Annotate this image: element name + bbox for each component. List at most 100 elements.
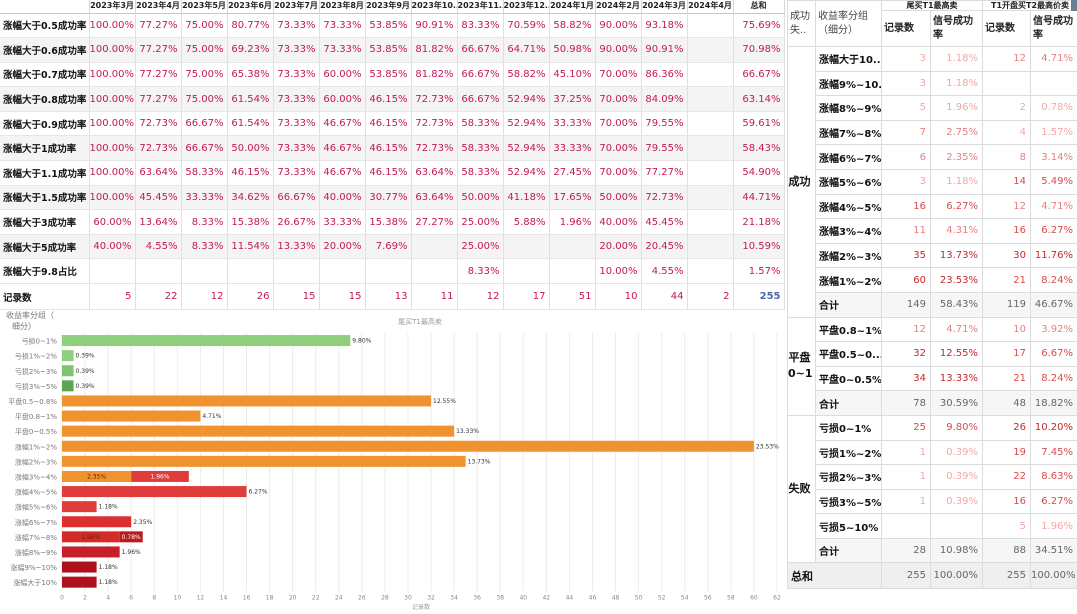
subtotal-count: 78	[881, 390, 931, 416]
bar[interactable]	[62, 531, 120, 543]
rate-cell: 63.64%	[135, 160, 182, 186]
col-header-result: 成功失..	[787, 0, 816, 47]
subtotal-rate: 18.82%	[1029, 390, 1077, 416]
bar[interactable]	[62, 410, 201, 422]
bar[interactable]	[62, 501, 97, 513]
table-row: 涨幅大于0.8成功率 100.00% 77.27% 75.00% 61.54% 73.33…	[0, 86, 785, 112]
rate-cell: 100.00%	[89, 160, 136, 186]
x-tick-label: 26	[358, 595, 366, 602]
column-header-month: 2023年11..	[457, 0, 504, 14]
x-tick-label: 52	[658, 595, 666, 602]
rate-cell: 33.33%	[181, 185, 228, 211]
table-row: 成功 涨幅大于10.. 3 1.18% 12 4.71%	[787, 46, 1077, 318]
rate-cell: 25.00%	[457, 209, 504, 235]
rate-cell: 12.55%	[930, 341, 983, 367]
table-row: 涨幅1%~2% 60 23.53% 21 8.24%	[788, 267, 1077, 293]
rate-cell: 58.82%	[549, 13, 596, 39]
x-tick-label: 54	[681, 595, 689, 602]
row-total-cell: 59.61%	[733, 111, 785, 137]
monthly-success-rate-table: 2023年3月 2023年4月 2023年5月 2023年6月 2023年7月 2023年…	[0, 0, 785, 311]
rate-cell: 81.82%	[411, 37, 458, 63]
rate-cell: 1.96%	[930, 95, 983, 121]
row-label: 涨幅大于1.1成功率	[0, 160, 90, 186]
bar[interactable]	[62, 516, 132, 528]
rate-cell: 50.00%	[457, 185, 504, 211]
rate-cell	[687, 111, 734, 137]
column-header-month: 2024年4月	[687, 0, 734, 14]
bar-data-label: 2.35%	[87, 473, 106, 480]
x-tick-label: 56	[704, 595, 712, 602]
bar[interactable]	[62, 486, 247, 498]
count-cell	[881, 513, 931, 539]
count-cell: 12	[881, 316, 931, 343]
rate-cell: 61.54%	[227, 86, 274, 112]
group-label: 成功	[787, 46, 816, 318]
rate-cell: 7.45%	[1029, 439, 1077, 466]
bar[interactable]	[62, 380, 74, 392]
rate-cell: 3.14%	[1029, 144, 1077, 170]
bar[interactable]	[62, 576, 97, 588]
return-group-label: 涨幅8%~9%	[815, 95, 882, 121]
rate-cell: 46.15%	[365, 135, 412, 162]
rate-cell: 11.54%	[227, 234, 274, 260]
bar[interactable]	[119, 531, 143, 543]
return-group-label: 涨幅1%~2%	[815, 267, 882, 293]
bar[interactable]	[62, 395, 432, 407]
count-cell: 44	[641, 283, 688, 311]
subtotal-count: 149	[881, 291, 931, 318]
scroll-indicator[interactable]	[1071, 0, 1077, 11]
x-tick-label: 50	[635, 595, 643, 602]
rate-cell: 58.82%	[503, 62, 550, 88]
row-total-cell: 1.57%	[733, 258, 785, 285]
rate-cell: 27.27%	[411, 209, 458, 235]
bar[interactable]	[62, 546, 120, 558]
bar[interactable]	[62, 365, 74, 377]
x-tick-label: 20	[289, 595, 297, 602]
bar[interactable]	[62, 425, 455, 437]
table-row: 涨幅大于0.7成功率 100.00% 77.27% 75.00% 65.38% 73.33…	[0, 62, 785, 88]
subtotal-label: 合计	[815, 537, 882, 564]
bar-chart-panel: 收益率分组（ 细分） 尾买T1最高卖 亏损0~1% 9.80% 亏损1%~2% 0.3…	[0, 308, 784, 614]
table-row: 亏损5~10% 5 1.96%	[788, 513, 1077, 539]
bar[interactable]	[62, 561, 97, 573]
return-group-label: 亏损0~1%	[815, 414, 882, 441]
y-category-label: 亏损0~1%	[22, 337, 58, 346]
count-cell: 1	[881, 464, 931, 490]
row-label: 涨幅大于9.8占比	[0, 258, 90, 285]
table-row: 亏损3%~5% 1 0.39% 16 6.27%	[788, 488, 1077, 515]
count-cell: 2	[687, 283, 734, 311]
table-row: 涨幅大于1.5成功率 100.00% 45.45% 33.33% 34.62% 66.67…	[0, 185, 785, 211]
rate-cell: 33.33%	[549, 111, 596, 137]
bar-data-label: 0.39%	[76, 368, 95, 375]
y-category-label: 涨幅6%~7%	[15, 518, 57, 527]
y-category-label: 涨幅9%~10%	[10, 563, 57, 572]
rate-cell: 100.00%	[89, 135, 136, 162]
bar[interactable]	[62, 350, 74, 362]
count-cell: 16	[982, 488, 1031, 515]
x-tick-label: 42	[543, 595, 551, 602]
rate-cell: 0.39%	[930, 464, 983, 490]
count-cell: 4	[982, 119, 1031, 146]
y-category-label: 亏损3%~5%	[15, 382, 57, 391]
bar[interactable]	[62, 440, 754, 452]
count-cell: 3	[881, 46, 931, 72]
col-header-count-a: 记录数	[881, 10, 931, 47]
bar-data-label: 1.18%	[99, 564, 118, 571]
bar[interactable]	[62, 470, 132, 482]
rate-cell: 52.94%	[503, 86, 550, 112]
rate-cell: 90.91%	[411, 13, 458, 39]
return-group-label: 平盘0.5~0...	[815, 341, 882, 367]
table-row: 亏损1%~2% 1 0.39% 19 7.45%	[788, 439, 1077, 466]
return-group-label: 平盘0~0.5%	[815, 365, 882, 392]
bar[interactable]	[62, 335, 351, 347]
return-group-label: 亏损5~10%	[815, 513, 882, 539]
bar[interactable]	[62, 455, 466, 467]
y-category-label: 涨幅1%~2%	[15, 442, 57, 451]
rate-cell: 53.85%	[365, 13, 412, 39]
bar[interactable]	[131, 470, 189, 482]
subtotal-rate: 34.51%	[1029, 537, 1077, 564]
rate-cell: 77.27%	[135, 62, 182, 88]
subtotal-count: 119	[982, 291, 1031, 318]
rate-cell: 41.18%	[503, 185, 550, 211]
rate-cell: 34.62%	[227, 185, 274, 211]
